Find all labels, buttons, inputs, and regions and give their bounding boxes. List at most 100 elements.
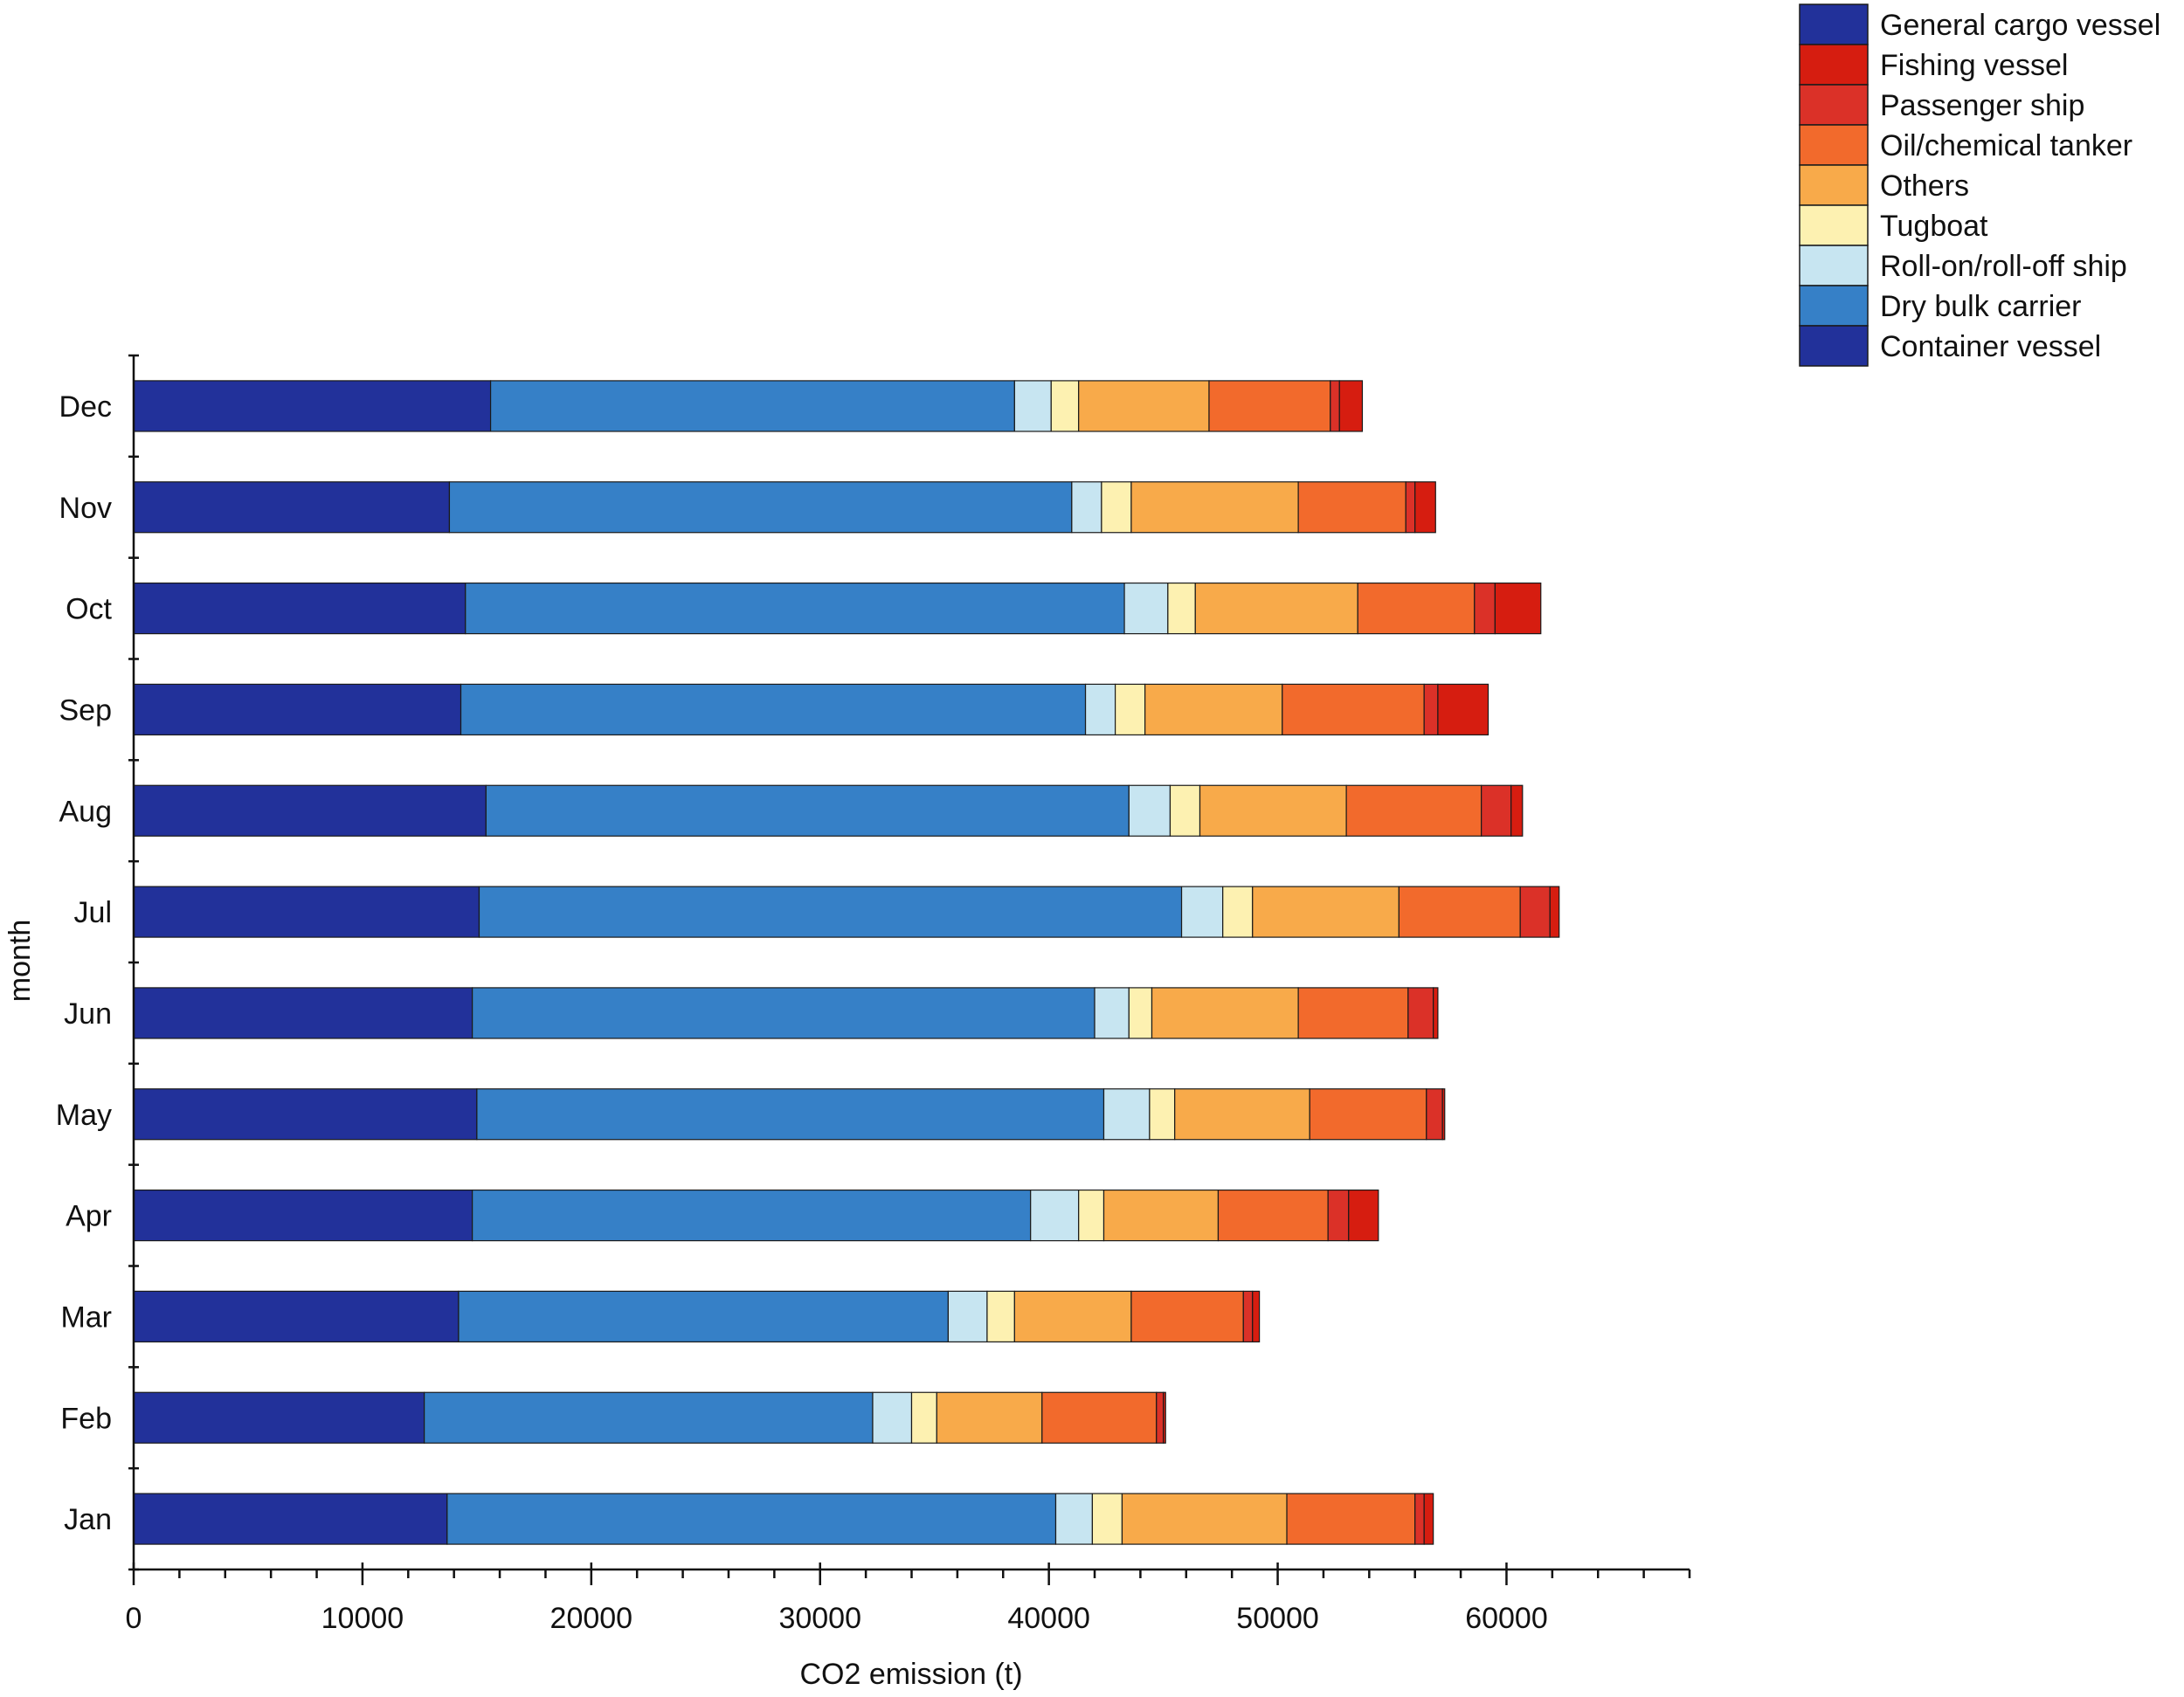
bar-jan-others [1121,1493,1288,1545]
bar-jul-container-vessel [133,886,480,938]
legend-label-tugboat: Tugboat [1880,210,1988,243]
legend-label-oil-chemical-tanker: Oil/chemical tanker [1880,129,2132,162]
bar-apr-passenger-ship [1327,1189,1350,1242]
bar-jun-roll-on-roll-off-ship [1094,987,1130,1039]
bar-oct-passenger-ship [1474,582,1496,635]
y-tick-label-sep: Sep [59,693,113,727]
y-tick-label-may: May [56,1099,112,1132]
legend-swatch-dry-bulk-carrier [1799,285,1869,327]
bar-nov-passenger-ship [1405,481,1416,534]
bar-jul-dry-bulk-carrier [478,886,1183,938]
bar-mar-others [1013,1290,1132,1343]
y-tick-label-feb: Feb [60,1402,112,1435]
bar-jul-roll-on-roll-off-ship [1180,886,1224,938]
bar-nov-dry-bulk-carrier [448,481,1073,534]
bar-nov-container-vessel [133,481,451,534]
x-axis-title: CO2 emission (t) [799,1658,1022,1691]
bar-mar-container-vessel [133,1290,460,1343]
bar-apr-dry-bulk-carrier [472,1189,1032,1242]
bar-sep-dry-bulk-carrier [460,683,1087,736]
bar-apr-others [1102,1189,1220,1242]
bar-oct-tugboat [1167,582,1196,635]
bar-nov-roll-on-roll-off-ship [1071,481,1102,534]
bar-jun-passenger-ship [1407,987,1434,1039]
legend-swatch-roll-on-roll-off-ship [1799,245,1869,286]
bar-nov-fishing-vessel [1414,481,1436,534]
bar-may-fishing-vessel [1441,1088,1446,1141]
bar-dec-roll-on-roll-off-ship [1013,380,1052,432]
y-axis-title: month [3,920,37,1003]
bar-may-passenger-ship [1426,1088,1443,1141]
bar-jun-container-vessel [133,987,473,1039]
bar-mar-roll-on-roll-off-ship [947,1290,988,1343]
bar-may-dry-bulk-carrier [476,1088,1105,1141]
bar-jun-oil-chemical-tanker [1297,987,1409,1039]
bar-mar-fishing-vessel [1252,1290,1261,1343]
bar-sep-fishing-vessel [1437,683,1489,736]
bar-may-container-vessel [133,1088,478,1141]
legend-swatch-others [1799,164,1869,206]
bar-dec-fishing-vessel [1338,380,1364,432]
bar-feb-dry-bulk-carrier [424,1391,874,1444]
bar-may-roll-on-roll-off-ship [1102,1088,1151,1141]
bar-jun-dry-bulk-carrier [472,987,1095,1039]
bar-apr-oil-chemical-tanker [1217,1189,1329,1242]
legend-swatch-oil-chemical-tanker [1799,124,1869,166]
y-tick-label-jun: Jun [64,997,112,1031]
bar-jul-passenger-ship [1519,886,1551,938]
legend-label-passenger-ship: Passenger ship [1880,89,2084,122]
bar-feb-roll-on-roll-off-ship [872,1391,913,1444]
y-tick-label-oct: Oct [66,593,112,626]
bar-apr-container-vessel [133,1189,473,1242]
bar-oct-fishing-vessel [1494,582,1542,635]
bar-oct-oil-chemical-tanker [1357,582,1476,635]
bar-dec-container-vessel [133,380,492,432]
y-tick-label-jul: Jul [74,896,112,929]
legend-swatch-tugboat [1799,204,1869,246]
bar-aug-fishing-vessel [1510,784,1524,837]
x-tick-label-10000: 10000 [321,1602,404,1635]
bar-oct-others [1194,582,1358,635]
bar-oct-roll-on-roll-off-ship [1123,582,1169,635]
bar-dec-tugboat [1050,380,1080,432]
bar-dec-passenger-ship [1330,380,1340,432]
bar-jan-passenger-ship [1414,1493,1425,1545]
bar-jul-tugboat [1222,886,1254,938]
bar-jun-tugboat [1128,987,1153,1039]
bar-mar-passenger-ship [1242,1290,1254,1343]
x-tick-label-60000: 60000 [1465,1602,1548,1635]
bar-apr-roll-on-roll-off-ship [1030,1189,1080,1242]
bar-jan-oil-chemical-tanker [1286,1493,1416,1545]
bar-oct-dry-bulk-carrier [465,582,1125,635]
bar-jan-roll-on-roll-off-ship [1054,1493,1094,1545]
bar-sep-tugboat [1115,683,1146,736]
bar-aug-oil-chemical-tanker [1345,784,1482,837]
bar-may-tugboat [1149,1088,1176,1141]
bar-jun-fishing-vessel [1433,987,1439,1039]
x-ticks-group: 0 10000 20000 30000 40000 50000 60000 [126,1562,1691,1635]
bar-aug-roll-on-roll-off-ship [1128,784,1171,837]
y-tick-label-dec: Dec [59,390,112,424]
bar-feb-tugboat [910,1391,937,1444]
bar-may-others [1174,1088,1310,1141]
bar-jul-fishing-vessel [1549,886,1560,938]
bar-mar-tugboat [986,1290,1015,1343]
legend-swatch-passenger-ship [1799,84,1869,126]
bar-feb-others [936,1391,1043,1444]
y-tick-label-jan: Jan [64,1503,112,1536]
bar-nov-oil-chemical-tanker [1297,481,1406,534]
bar-jan-fishing-vessel [1423,1493,1434,1545]
bar-oct-container-vessel [133,582,467,635]
bar-apr-fishing-vessel [1348,1189,1379,1242]
legend-label-dry-bulk-carrier: Dry bulk carrier [1880,290,2081,323]
bar-jan-dry-bulk-carrier [446,1493,1057,1545]
bar-feb-oil-chemical-tanker [1041,1391,1158,1444]
y-ticks-group: Jan Feb Mar Apr May Jun Jul Aug Sep Oct Nov Dec [56,354,139,1571]
legend-label-container-vessel: Container vessel [1880,330,2101,363]
bar-feb-passenger-ship [1156,1391,1165,1444]
bar-aug-tugboat [1169,784,1201,837]
bar-dec-dry-bulk-carrier [489,380,1015,432]
bar-sep-others [1144,683,1283,736]
bar-feb-fishing-vessel [1163,1391,1166,1444]
